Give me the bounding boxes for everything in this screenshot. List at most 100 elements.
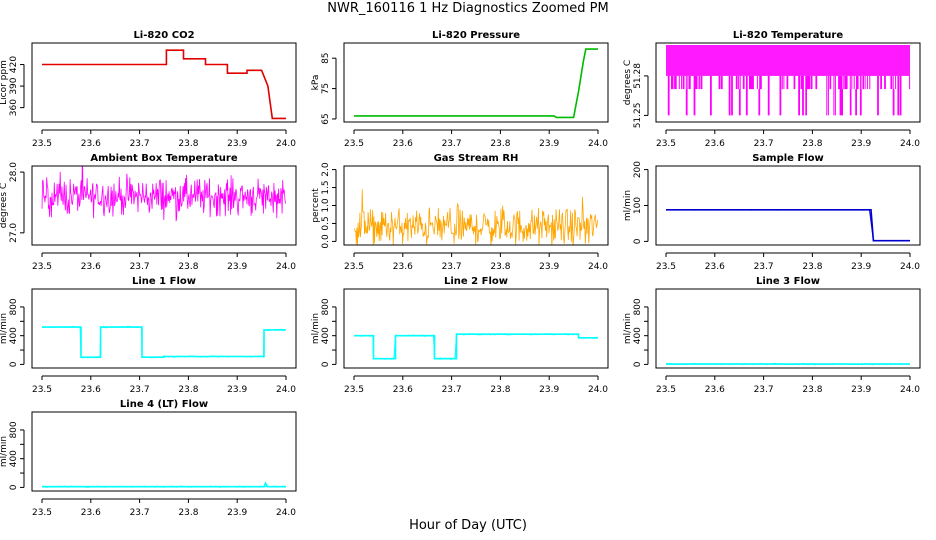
data-layer — [41, 325, 286, 359]
series-line — [666, 209, 910, 242]
panel-title: Li-820 Pressure — [432, 30, 520, 41]
y-tick-label: 28.0 — [9, 162, 19, 182]
y-axis-label: ml/min — [311, 313, 321, 344]
x-tick-label: 23.7 — [754, 262, 774, 272]
y-tick-label: 400 — [633, 327, 643, 344]
x-tick-label: 23.8 — [178, 139, 198, 149]
y-axis-label: percent — [311, 188, 321, 223]
x-tick-label: 23.8 — [802, 262, 822, 272]
x-tick-label: 23.9 — [227, 139, 247, 149]
y-tick-label: 420 — [9, 56, 19, 73]
y-tick-label: 800 — [633, 298, 643, 315]
x-tick-label: 23.5 — [344, 262, 364, 272]
x-tick-label: 23.6 — [81, 385, 101, 395]
panel-title: Line 1 Flow — [132, 276, 196, 287]
figure-title: NWR_160116 1 Hz Diagnostics Zoomed PM — [327, 1, 609, 16]
y-tick-label: 400 — [9, 450, 19, 467]
series-noise — [41, 485, 286, 488]
x-tick-label: 23.9 — [851, 385, 871, 395]
y-axis-label: Licor ppm — [0, 60, 9, 105]
y-axis-label: ml/min — [623, 190, 633, 221]
y-tick-label: 0 — [9, 484, 19, 490]
series-band — [666, 45, 910, 76]
y-tick-label: 51.25 — [633, 103, 643, 129]
x-tick-label: 23.7 — [130, 508, 150, 518]
x-tick-label: 24.0 — [900, 385, 920, 395]
x-tick-label: 24.0 — [588, 262, 608, 272]
y-axis-label: ml/min — [0, 313, 9, 344]
x-tick-label: 23.5 — [656, 385, 676, 395]
x-tick-label: 23.6 — [705, 385, 725, 395]
x-tick-label: 23.7 — [130, 139, 150, 149]
x-tick-label: 23.9 — [227, 262, 247, 272]
x-tick-label: 23.8 — [490, 262, 510, 272]
series-line — [354, 333, 598, 360]
plot-frame — [343, 288, 609, 369]
x-tick-label: 23.6 — [393, 385, 413, 395]
x-tick-label: 23.6 — [705, 262, 725, 272]
plot-frame — [655, 165, 921, 246]
x-tick-label: 24.0 — [900, 262, 920, 272]
series-line — [42, 49, 286, 120]
series-noise — [41, 325, 285, 359]
series-line — [41, 166, 286, 222]
y-tick-label: 0 — [321, 361, 331, 367]
x-tick-label: 23.9 — [539, 385, 559, 395]
x-tick-label: 23.5 — [344, 385, 364, 395]
plot-frame — [31, 411, 297, 492]
x-tick-label: 23.8 — [802, 139, 822, 149]
x-tick-label: 23.5 — [32, 139, 52, 149]
y-tick-label: 1.0 — [321, 198, 331, 213]
data-layer — [354, 48, 598, 119]
x-tick-label: 23.7 — [442, 385, 462, 395]
series-line — [667, 75, 911, 116]
plot-frame — [31, 288, 297, 369]
panel-title: Line 3 Flow — [756, 276, 820, 287]
y-tick-label: 200 — [633, 161, 643, 178]
x-tick-label: 23.7 — [130, 262, 150, 272]
panel-6: Sample Flow 0 100 200 ml/min 23.5 23.6 23.7 23.8… — [623, 153, 921, 272]
x-tick-label: 23.9 — [539, 139, 559, 149]
y-tick-label: 0 — [633, 361, 643, 367]
plot-frame — [343, 165, 609, 246]
y-axis-label: kPa — [311, 75, 321, 91]
y-tick-label: 800 — [321, 298, 331, 315]
x-tick-label: 23.6 — [393, 262, 413, 272]
y-tick-label: 85 — [321, 52, 331, 63]
y-tick-label: 800 — [9, 421, 19, 438]
y-tick-label: 0.5 — [321, 216, 331, 230]
x-tick-label: 23.8 — [490, 385, 510, 395]
plot-frame — [655, 288, 921, 369]
x-tick-label: 23.5 — [32, 508, 52, 518]
plot-frame — [31, 165, 297, 246]
data-layer — [41, 481, 286, 488]
x-tick-label: 23.9 — [851, 262, 871, 272]
x-tick-label: 24.0 — [588, 139, 608, 149]
y-axis-label: degrees C — [0, 183, 9, 228]
y-tick-label: 400 — [9, 327, 19, 344]
x-tick-label: 24.0 — [276, 262, 296, 272]
x-tick-label: 23.5 — [32, 262, 52, 272]
x-tick-label: 24.0 — [276, 508, 296, 518]
plot-frame — [655, 42, 921, 123]
y-axis-label: degrees C — [623, 60, 633, 105]
panel-title: Line 4 (LT) Flow — [120, 399, 208, 410]
x-tick-label: 23.5 — [344, 139, 364, 149]
y-tick-label: 0.0 — [321, 234, 331, 249]
x-tick-label: 23.5 — [32, 385, 52, 395]
y-tick-label: 0 — [9, 361, 19, 367]
data-layer — [42, 49, 286, 120]
series-noise — [353, 332, 598, 360]
y-tick-label: 75 — [321, 83, 331, 94]
panel-title: Li-820 CO2 — [133, 30, 194, 41]
data-layer — [665, 362, 910, 366]
x-tick-label: 23.8 — [178, 385, 198, 395]
x-tick-label: 23.8 — [178, 262, 198, 272]
panel-title: Gas Stream RH — [434, 153, 519, 164]
data-layer — [353, 332, 598, 360]
y-tick-label: 1.5 — [321, 180, 331, 194]
x-tick-label: 23.9 — [227, 508, 247, 518]
